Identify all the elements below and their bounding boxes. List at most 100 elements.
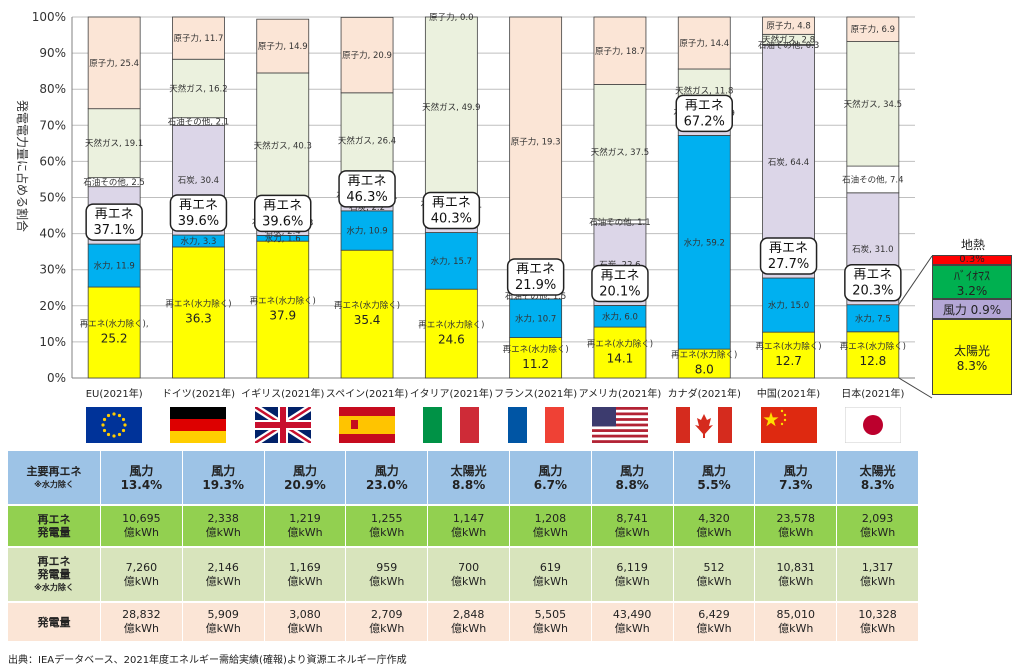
callout-label: 再エネ	[348, 174, 387, 189]
callout-value: 37.1%	[93, 223, 134, 238]
callout-label: 再エネ	[516, 262, 555, 277]
data-label: 水力, 11.9	[93, 261, 134, 272]
y-tick-label: 40%	[39, 227, 66, 241]
x-tick-label: ドイツ(2021年)	[162, 387, 235, 400]
bar-segment	[340, 249, 394, 379]
bar-segment	[593, 16, 647, 85]
table-cell: 1,169 億kWh	[263, 548, 346, 601]
data-label: 天然ガス, 34.5	[844, 99, 902, 110]
legend-item: 0.3%	[932, 255, 1012, 265]
table-cell: 風力 19.3%	[181, 451, 264, 504]
table-cell: 7,260 億kWh	[100, 548, 182, 601]
callout-box	[675, 94, 733, 133]
data-label: 原子力, 11.7	[174, 33, 224, 44]
legend-item-text: 8.3%	[956, 358, 988, 373]
data-label: 11.2	[522, 357, 549, 371]
table-cell: 1,208 億kWh	[508, 506, 591, 546]
y-tick-label: 50%	[39, 191, 66, 205]
y-tick-label: 20%	[39, 299, 66, 313]
data-label: 石炭, 30.4	[178, 176, 219, 186]
row-header: 再エネ 発電量	[37, 513, 71, 539]
y-tick-label: 100%	[32, 10, 66, 24]
table-cell: 619 億kWh	[508, 548, 591, 601]
callout-box	[85, 203, 143, 241]
x-tick-label: スペイン(2021年)	[326, 387, 409, 400]
data-label: 原子力, 14.4	[679, 38, 729, 49]
table-row: 主要再エネ ※水力除く 風力 13.4% 風力 19.3% 風力 20.9% 風力 23.0% 太陽…	[8, 451, 918, 504]
flag-eu	[86, 407, 143, 443]
data-label: 原子力, 25.4	[89, 58, 139, 69]
bar-segment	[424, 288, 478, 379]
bar-segment	[256, 240, 310, 379]
data-label: 原子力, 6.9	[851, 24, 895, 35]
table-cell: 太陽光 8.8%	[427, 451, 509, 504]
data-label: 再エネ(水力除く)	[840, 341, 906, 352]
table-cell: 風力 8.8%	[590, 451, 673, 504]
bar-segment	[762, 277, 815, 333]
x-tick-label: アメリカ(2021年)	[579, 387, 662, 400]
legend-item-text: ﾊﾞｲｵﾏｽ	[953, 268, 990, 283]
table-cell: 2,848 億kWh	[427, 603, 509, 641]
callout-value: 46.3%	[346, 190, 387, 205]
stacked-bar-chart: 0% 10% 20% 30% 40% 50% 60% 70% 80% 90% 100% 発電電力量に占…	[15, 10, 933, 400]
table-cell: 1,147 億kWh	[427, 506, 509, 546]
data-label: 36.3	[185, 311, 212, 325]
callout-label: 再エネ	[263, 198, 302, 213]
data-label: 25.2	[101, 332, 128, 346]
bar-segment	[172, 246, 225, 379]
y-tick-label: 90%	[39, 46, 66, 60]
y-tick-label: 0%	[47, 371, 66, 385]
y-tick-label: 30%	[39, 263, 66, 277]
data-label: 水力, 1.6	[265, 233, 301, 244]
callout-value: 67.2%	[684, 114, 725, 129]
flag-china	[760, 407, 817, 443]
callout-box	[844, 263, 902, 302]
data-label: 原子力, 0.0	[429, 12, 473, 23]
data-label: 再エネ(水力除く)	[418, 320, 484, 331]
legend-item-text: 風力 0.9%	[942, 302, 1002, 317]
bar-segment	[762, 16, 815, 35]
row-header: 再エネ 発電量 ※水力除く	[34, 555, 74, 592]
data-label: 天然ガス, 37.5	[591, 147, 649, 158]
data-label: 24.6	[438, 333, 465, 347]
data-label: 再エネ(水力除く)	[503, 344, 569, 355]
table-cell: 10,831 億kWh	[754, 548, 836, 601]
table-cell: 風力 6.7%	[508, 451, 591, 504]
data-label: 石炭, 2.2	[349, 203, 385, 213]
data-label: 石油その他, 1.5	[505, 291, 566, 302]
flag-spain	[339, 407, 396, 443]
bar-segment	[846, 41, 900, 167]
data-label: 水力, 15.0	[768, 300, 809, 311]
y-tick-label: 70%	[39, 118, 66, 132]
table-cell: 風力 5.5%	[672, 451, 755, 504]
table-cell: 太陽光 8.3%	[836, 451, 918, 504]
table-cell: 6,119 億kWh	[590, 548, 673, 601]
table-cell: 8,741 億kWh	[590, 506, 673, 546]
data-label: 水力, 15.7	[431, 256, 472, 267]
data-label: 8.0	[695, 363, 714, 377]
data-label: 再エネ(水力除く)	[587, 339, 653, 350]
bar-segment	[846, 165, 900, 194]
callout-value: 27.7%	[768, 257, 809, 272]
data-label: 天然ガス, 19.1	[85, 138, 143, 149]
data-label: 37.9	[269, 309, 296, 323]
legend-connector	[898, 377, 933, 399]
table-row: 再エネ 発電量 10,695 億kWh 2,338 億kWh 1,219 億kWh 1,255 億…	[8, 506, 918, 546]
table-cell: 85,010 億kWh	[754, 603, 836, 641]
legend-item-text: 0.3%	[959, 254, 985, 265]
data-label: 水力, 6.0	[602, 311, 638, 322]
table-cell: 2,709 億kWh	[345, 603, 427, 641]
callout-box	[591, 264, 649, 303]
flag-italy	[423, 407, 480, 443]
bar-segment	[677, 16, 731, 70]
legend-item: 太陽光 8.3%	[932, 319, 1012, 395]
flag-germany	[170, 407, 227, 443]
data-label: 再エネ(水力除く)	[334, 300, 400, 311]
callout-box	[338, 170, 396, 208]
data-label: 原子力, 19.3	[511, 137, 561, 148]
